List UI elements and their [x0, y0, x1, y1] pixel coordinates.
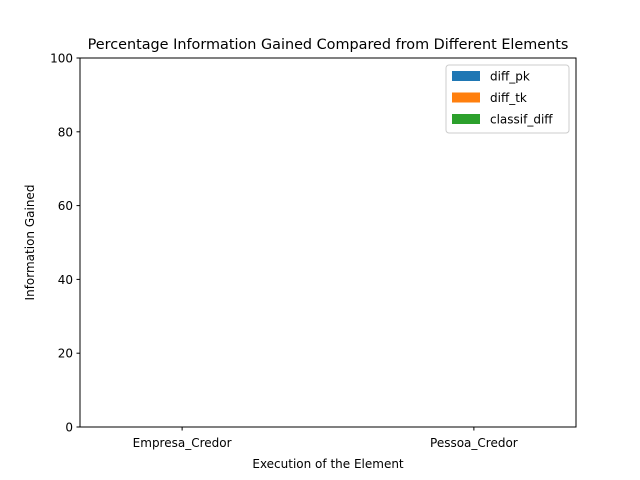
legend: diff_pk diff_tk classif_diff [445, 64, 570, 134]
y-tick-label: 20 [58, 347, 73, 361]
y-tick-label: 100 [50, 52, 73, 66]
y-tick-label: 60 [58, 199, 73, 213]
plot-frame [79, 57, 577, 428]
legend-swatch [452, 92, 480, 103]
y-axis-ticks: 0 20 40 60 80 100 [50, 52, 80, 435]
legend-swatch [452, 114, 480, 124]
legend-label: diff_tk [490, 91, 527, 105]
x-tick-label: Pessoa_Credor [430, 436, 518, 450]
legend-swatch [452, 71, 480, 81]
chart-title: Percentage Information Gained Compared f… [88, 37, 569, 53]
legend-label: diff_pk [490, 70, 530, 84]
x-axis-label: Execution of the Element [252, 457, 404, 471]
legend-label: classif_diff [490, 113, 553, 127]
y-tick-label: 0 [65, 421, 73, 435]
y-tick-label: 40 [58, 273, 73, 287]
y-axis-label: Information Gained [23, 185, 37, 301]
y-tick-label: 80 [58, 125, 73, 139]
x-axis-ticks: Empresa_Credor Pessoa_Credor [133, 427, 518, 450]
x-tick-label: Empresa_Credor [133, 436, 232, 450]
